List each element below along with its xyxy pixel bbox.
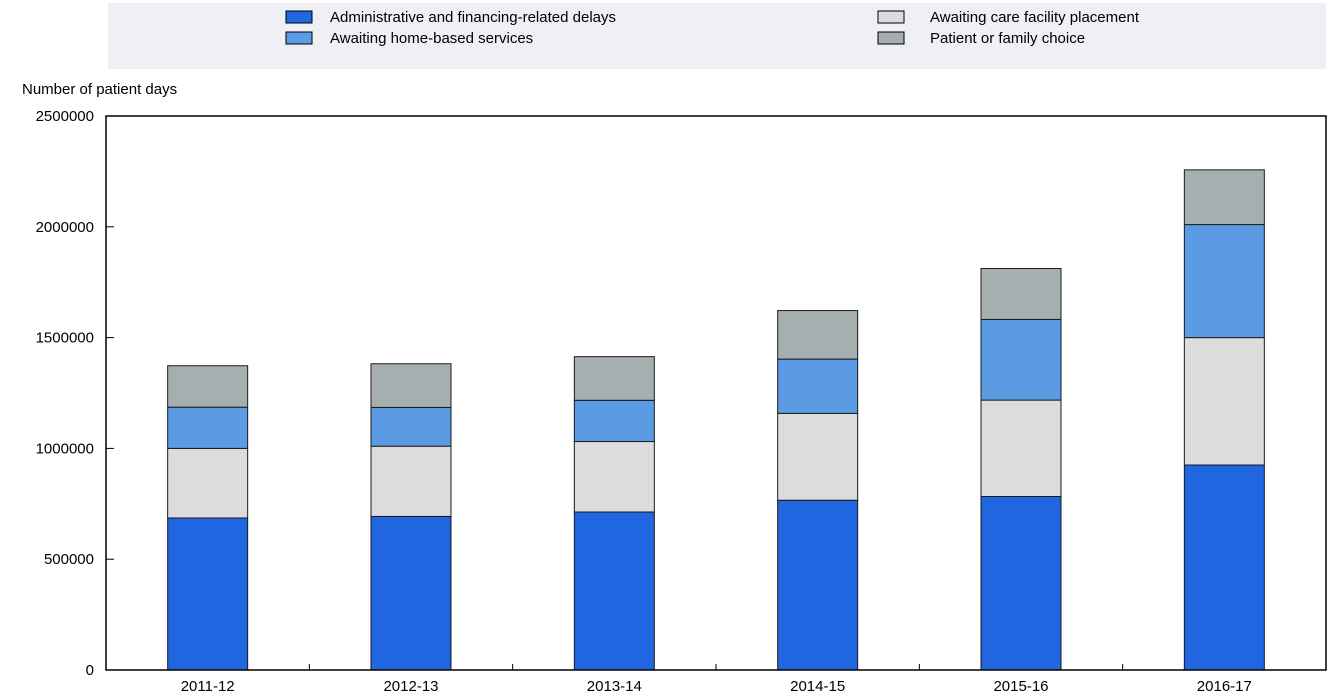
y-tick-label: 2000000 [36, 219, 94, 236]
plot-frame [105, 115, 1327, 671]
legend-swatch [285, 31, 313, 45]
y-tick-label: 500000 [44, 551, 94, 568]
bar-segment [573, 511, 655, 671]
bar-segment [777, 310, 859, 360]
bar-segment [167, 365, 249, 408]
x-tick-label: 2011-12 [181, 678, 235, 695]
bar-segment [980, 495, 1062, 671]
bar-segment [1183, 337, 1265, 466]
bar-segment [573, 441, 655, 513]
bar-segment [980, 399, 1062, 497]
bar-segment [573, 356, 655, 401]
bars [167, 169, 1265, 671]
bar-segment [370, 363, 452, 408]
y-axis-ticks: 0 500000 1000000 1500000 2000000 2500000 [36, 108, 114, 679]
x-tick-label: 2013-14 [587, 678, 642, 695]
x-tick-label: 2014-15 [790, 678, 845, 695]
y-tick-label: 1000000 [36, 440, 94, 457]
y-tick-label: 2500000 [36, 108, 94, 125]
bar-segment [167, 447, 249, 519]
bar-segment [777, 358, 859, 414]
bar-segment [1183, 464, 1265, 671]
y-axis-title: Number of patient days [22, 81, 177, 98]
bar-segment [370, 445, 452, 517]
bar-segment [370, 515, 452, 671]
bar-segment [777, 499, 859, 671]
legend-swatch [877, 31, 905, 45]
bar-segment [1183, 169, 1265, 226]
x-tick-label: 2016-17 [1197, 678, 1252, 695]
bar-segment [777, 412, 859, 501]
legend-area: Administrative and financing-related del… [108, 3, 1326, 69]
bar-segment [167, 406, 249, 449]
legend-label: Patient or family choice [930, 30, 1085, 47]
x-axis-ticks: 2011-12 2012-13 2013-14 2014-15 2015-16 2016-… [181, 664, 1252, 695]
legend-swatch [877, 10, 905, 24]
bar-segment [1183, 224, 1265, 339]
legend-swatch [285, 10, 313, 24]
x-tick-label: 2015-16 [993, 678, 1048, 695]
y-tick-label: 0 [86, 662, 94, 679]
x-tick-label: 2012-13 [383, 678, 438, 695]
legend-label: Administrative and financing-related del… [330, 9, 616, 26]
legend-label: Awaiting care facility placement [930, 9, 1140, 26]
y-tick-label: 1500000 [36, 330, 94, 347]
bar-segment [980, 267, 1062, 320]
bar-segment [370, 406, 452, 447]
plot-background [106, 116, 1326, 670]
bar-segment [573, 399, 655, 443]
bar-segment [167, 517, 249, 671]
bar-segment [980, 318, 1062, 401]
legend-label: Awaiting home-based services [330, 30, 533, 47]
